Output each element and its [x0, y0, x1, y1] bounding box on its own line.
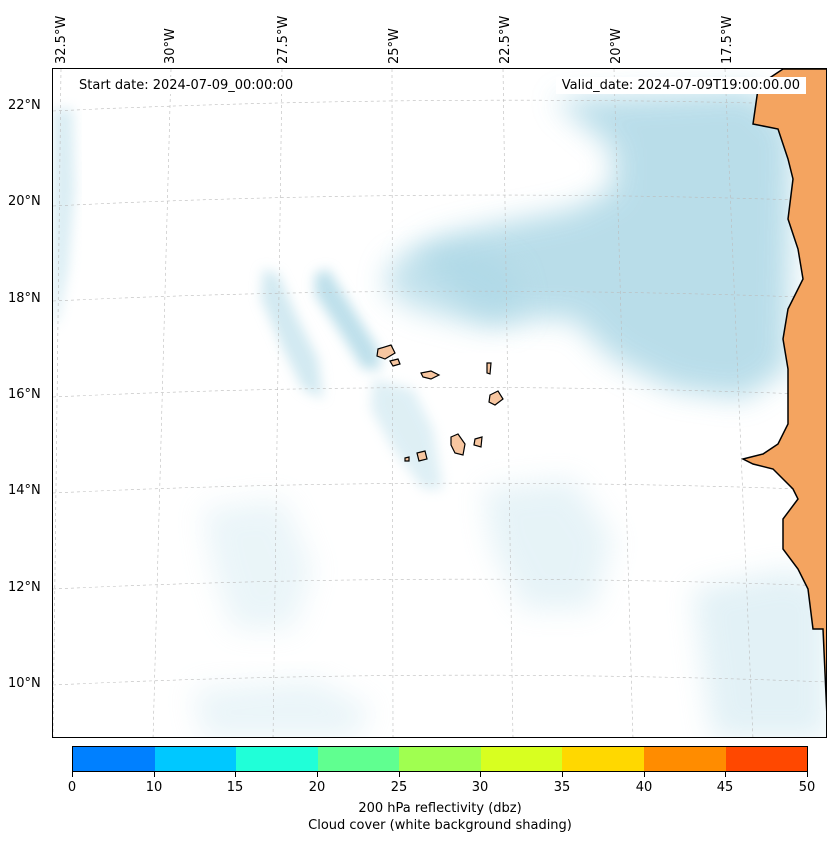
colorbar-tick — [807, 772, 808, 777]
africa-coast — [740, 69, 826, 712]
colorbar-tick — [235, 772, 236, 777]
colorbar-tick-label: 20 — [308, 780, 326, 795]
lat-label: 14°N — [8, 483, 41, 498]
colorbar-tick-label: 45 — [716, 780, 734, 795]
valid-date-label: Valid_date: 2024-07-09T19:00:00.00 — [555, 77, 806, 94]
lon-label: 17.5°W — [720, 15, 735, 64]
colorbar-tick-label: 10 — [145, 780, 163, 795]
lat-label: 22°N — [8, 98, 41, 113]
colorbar-sublabel: Cloud cover (white background shading) — [308, 818, 572, 833]
lon-label: 32.5°W — [54, 15, 69, 64]
lat-label: 18°N — [8, 291, 41, 306]
colorbar-tick — [72, 772, 73, 777]
colorbar-tick-label: 40 — [635, 780, 653, 795]
colorbar — [72, 746, 808, 772]
lat-label: 10°N — [8, 676, 41, 691]
colorbar-segment — [643, 747, 726, 771]
graticule — [53, 69, 826, 737]
cloud-streak-3 — [371, 379, 443, 489]
island-boa-vista — [488, 390, 504, 406]
cloud-central-band — [383, 249, 523, 329]
cloud-south — [193, 679, 373, 737]
map-canvas[interactable] — [53, 69, 827, 738]
colorbar-tick — [725, 772, 726, 777]
cloud-cover — [53, 89, 826, 737]
colorbar-segment — [399, 747, 481, 771]
lon-label: 20°W — [609, 28, 624, 64]
colorbar-tick-label: 0 — [67, 780, 77, 795]
colorbar-label: 200 hPa reflectivity (dbz) — [358, 801, 522, 816]
colorbar-tick-label: 35 — [553, 780, 571, 795]
lat-label: 12°N — [8, 580, 41, 595]
cape-verde-islands — [376, 344, 504, 462]
map-panel[interactable]: Start date: 2024-07-09_00:00:00 Valid_da… — [52, 68, 827, 738]
cloud-main-mass — [403, 89, 793, 399]
island-fogo — [416, 450, 428, 462]
cloud-west-south — [203, 499, 313, 629]
colorbar-tick-label: 50 — [798, 780, 816, 795]
colorbar-tick — [154, 772, 155, 777]
colorbar-tick — [562, 772, 563, 777]
cloud-southeast — [693, 569, 826, 737]
lat-label: 20°N — [8, 194, 41, 209]
colorbar-segment — [236, 747, 318, 771]
lon-label: 22.5°W — [498, 15, 513, 64]
colorbar-tick-label: 30 — [471, 780, 489, 795]
colorbar-segment — [480, 747, 563, 771]
island-santo-antao — [376, 344, 396, 360]
colorbar-segment — [562, 747, 644, 771]
lon-label: 30°W — [163, 28, 178, 64]
colorbar-segment — [317, 747, 400, 771]
lat-label: 16°N — [8, 387, 41, 402]
cloud-streak-2 — [261, 269, 323, 399]
island-brava — [404, 456, 410, 462]
island-maio — [473, 436, 483, 448]
colorbar-tick — [317, 772, 318, 777]
cloud-east-mid — [483, 479, 613, 609]
cloud-streak-1 — [315, 269, 381, 369]
lon-label: 25°W — [387, 28, 402, 64]
colorbar-tick — [480, 772, 481, 777]
colorbar-segment — [73, 747, 155, 771]
island-santiago — [450, 433, 466, 456]
start-date-label: Start date: 2024-07-09_00:00:00 — [73, 77, 300, 94]
lon-label: 27.5°W — [276, 15, 291, 64]
colorbar-tick-label: 25 — [390, 780, 408, 795]
colorbar-tick — [644, 772, 645, 777]
island-sao-vicente — [389, 358, 401, 367]
colorbar-tick-label: 15 — [226, 780, 244, 795]
island-sao-nicolau — [420, 370, 441, 380]
colorbar-segment — [725, 747, 808, 771]
island-sal — [486, 362, 492, 375]
colorbar-segment — [154, 747, 237, 771]
cloud-left-edge — [53, 109, 75, 329]
colorbar-tick — [399, 772, 400, 777]
